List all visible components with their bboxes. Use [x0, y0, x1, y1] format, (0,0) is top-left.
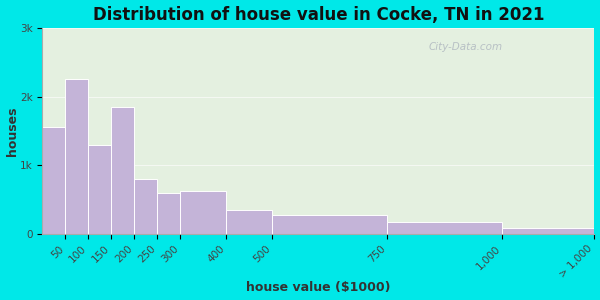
Bar: [502, 228, 595, 234]
Bar: [157, 193, 181, 234]
Bar: [181, 191, 226, 234]
Bar: [65, 80, 88, 234]
X-axis label: house value ($1000): house value ($1000): [246, 281, 391, 294]
Bar: [272, 215, 388, 234]
Bar: [134, 179, 157, 234]
Title: Distribution of house value in Cocke, TN in 2021: Distribution of house value in Cocke, TN…: [92, 6, 544, 24]
Bar: [112, 107, 134, 234]
Text: City-Data.com: City-Data.com: [429, 42, 503, 52]
Bar: [226, 210, 272, 234]
Bar: [388, 222, 502, 234]
Bar: [88, 145, 112, 234]
Bar: [43, 128, 65, 234]
Y-axis label: houses: houses: [5, 106, 19, 156]
